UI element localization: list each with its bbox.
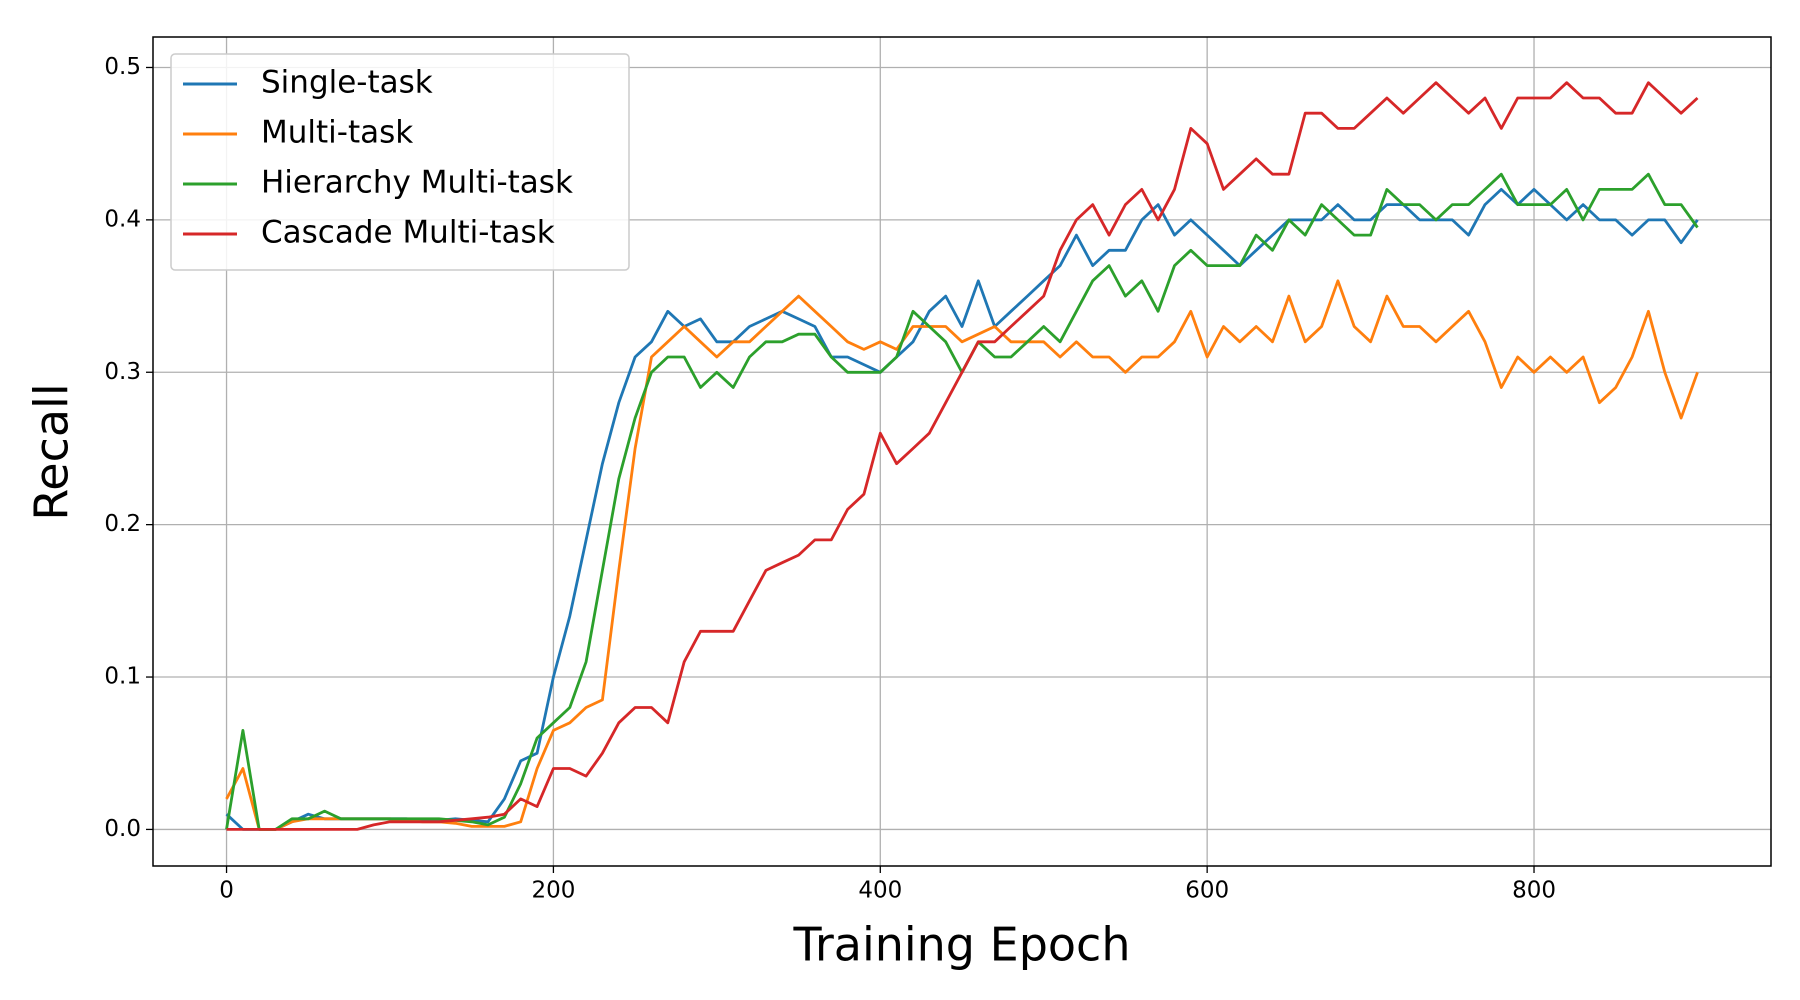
legend-label: Cascade Multi-task [261,215,555,251]
y-axis-label: Recall [25,383,79,520]
y-tick-label: 0.3 [104,359,141,385]
x-tick-label: 600 [1185,878,1229,904]
line-series [225,172,1699,831]
x-axis-label: Training Epoch [793,918,1131,972]
line-series [225,279,1699,831]
x-tick-label: 400 [858,878,902,904]
line-series [225,188,1699,831]
x-tick-label: 800 [1512,878,1556,904]
y-tick-label: 0.5 [104,54,141,80]
line-series [226,81,1699,831]
x-tick-label: 0 [219,878,234,904]
legend-box [170,53,630,271]
legend-label: Single-task [261,65,433,101]
y-tick-label: 0.0 [104,816,141,842]
plot-frame [152,36,1772,867]
y-tick-label: 0.2 [104,511,141,537]
y-tick-label: 0.1 [104,664,141,690]
x-tick-label: 200 [531,878,575,904]
legend-label: Hierarchy Multi-task [261,165,573,201]
y-tick-label: 0.4 [104,206,141,232]
legend-label: Multi-task [261,115,413,151]
